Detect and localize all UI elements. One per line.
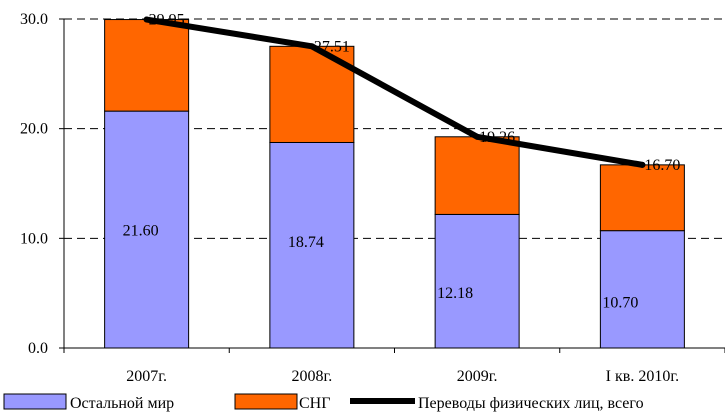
legend-label-other-world: Остальной мир	[70, 395, 174, 412]
x-tick-label: 2009г.	[457, 368, 498, 385]
x-tick-label: 2008г.	[291, 368, 332, 385]
total-value-label: 19.26	[479, 129, 515, 146]
bar-other-world	[104, 110, 190, 349]
y-tick-label: 0.0	[28, 340, 48, 357]
y-tick-label: 30.0	[20, 11, 48, 28]
bar-value-label: 18.74	[288, 234, 324, 251]
legend-swatch-other-world	[3, 393, 67, 410]
total-line	[143, 16, 646, 168]
total-line-group	[143, 16, 646, 168]
y-tick-label: 20.0	[20, 121, 48, 138]
data-labels: 21.60 18.74 12.18 10.70 29.95 27.51 19.26 16.70	[123, 12, 681, 312]
y-ticks: 0.0 10.0 20.0 30.0	[20, 11, 64, 357]
x-tick-label: 2007г.	[126, 368, 167, 385]
legend-label-cis: СНГ	[299, 395, 330, 412]
x-ticks: 2007г. 2008г. 2009г. I кв. 2010г.	[63, 348, 725, 385]
total-line-point	[639, 161, 646, 168]
bar-cis	[104, 19, 190, 112]
legend: Остальной мир СНГ Переводы физических ли…	[3, 393, 644, 412]
total-line-point	[143, 16, 150, 23]
legend-swatch-cis	[234, 393, 298, 410]
bar-cis	[434, 136, 520, 215]
legend-label-total: Переводы физических лиц, всего	[418, 395, 644, 412]
total-value-label: 16.70	[644, 157, 680, 174]
bar-value-label: 21.60	[123, 223, 159, 240]
bars	[104, 19, 685, 349]
total-value-label: 29.95	[149, 12, 185, 29]
total-line-point	[308, 43, 315, 50]
total-value-label: 27.51	[314, 38, 350, 55]
bar-other-world	[434, 213, 520, 349]
bar-value-label: 10.70	[602, 294, 638, 311]
y-tick-label: 10.0	[20, 230, 48, 247]
total-line-point	[474, 133, 481, 140]
bar-other-world	[599, 230, 685, 349]
bar-value-label: 12.18	[437, 285, 473, 302]
bar-cis	[599, 164, 685, 232]
x-tick-label: I кв. 2010г.	[606, 368, 679, 385]
